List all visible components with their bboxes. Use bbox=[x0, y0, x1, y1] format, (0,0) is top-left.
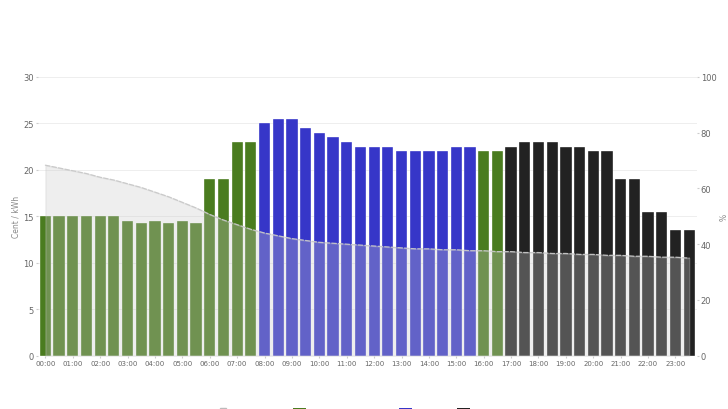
Bar bbox=[464, 147, 475, 356]
Bar bbox=[272, 119, 284, 356]
Bar bbox=[259, 124, 270, 356]
Bar bbox=[684, 231, 695, 356]
Y-axis label: %: % bbox=[719, 213, 728, 220]
Bar bbox=[382, 147, 393, 356]
Bar bbox=[601, 152, 612, 356]
Bar bbox=[574, 147, 585, 356]
Bar bbox=[355, 147, 366, 356]
Legend: Ladezustand, Speicher-Entladung, Standby, Netzbezug: Ladezustand, Speicher-Entladung, Standby… bbox=[215, 406, 520, 409]
Text: GESTERN, 09.11.2021: GESTERN, 09.11.2021 bbox=[310, 40, 418, 51]
Text: aWATTar: aWATTar bbox=[9, 13, 70, 25]
Bar bbox=[656, 212, 668, 356]
Bar bbox=[587, 152, 599, 356]
Bar bbox=[478, 152, 489, 356]
Bar bbox=[519, 143, 531, 356]
Bar bbox=[135, 223, 147, 356]
Bar bbox=[561, 147, 571, 356]
Bar bbox=[232, 143, 242, 356]
Bar bbox=[328, 138, 339, 356]
Bar bbox=[53, 217, 65, 356]
Bar bbox=[396, 152, 407, 356]
Bar bbox=[670, 231, 681, 356]
Bar bbox=[410, 152, 421, 356]
Bar bbox=[629, 180, 640, 356]
Bar bbox=[95, 217, 106, 356]
Bar bbox=[437, 152, 448, 356]
Y-axis label: Cent / kWh: Cent / kWh bbox=[12, 196, 20, 238]
Bar bbox=[245, 143, 256, 356]
Bar bbox=[368, 147, 380, 356]
Bar bbox=[505, 147, 517, 356]
Bar bbox=[314, 133, 325, 356]
Bar bbox=[492, 152, 503, 356]
Bar bbox=[81, 217, 92, 356]
Bar bbox=[300, 129, 312, 356]
Bar bbox=[163, 223, 174, 356]
Bar bbox=[615, 180, 626, 356]
Bar bbox=[547, 143, 558, 356]
Bar bbox=[122, 221, 133, 356]
Bar bbox=[40, 217, 51, 356]
Bar bbox=[423, 152, 435, 356]
Text: ←: ← bbox=[310, 40, 319, 51]
Bar bbox=[533, 143, 544, 356]
Bar bbox=[286, 119, 298, 356]
Bar bbox=[191, 223, 202, 356]
Bar bbox=[67, 217, 79, 356]
Bar bbox=[341, 143, 352, 356]
Bar bbox=[451, 147, 462, 356]
Bar bbox=[642, 212, 654, 356]
Bar bbox=[204, 180, 215, 356]
Bar bbox=[218, 180, 229, 356]
Bar bbox=[108, 217, 119, 356]
Bar bbox=[177, 221, 188, 356]
Text: →: → bbox=[409, 40, 418, 51]
Bar bbox=[149, 221, 161, 356]
Text: ✕: ✕ bbox=[715, 13, 724, 23]
